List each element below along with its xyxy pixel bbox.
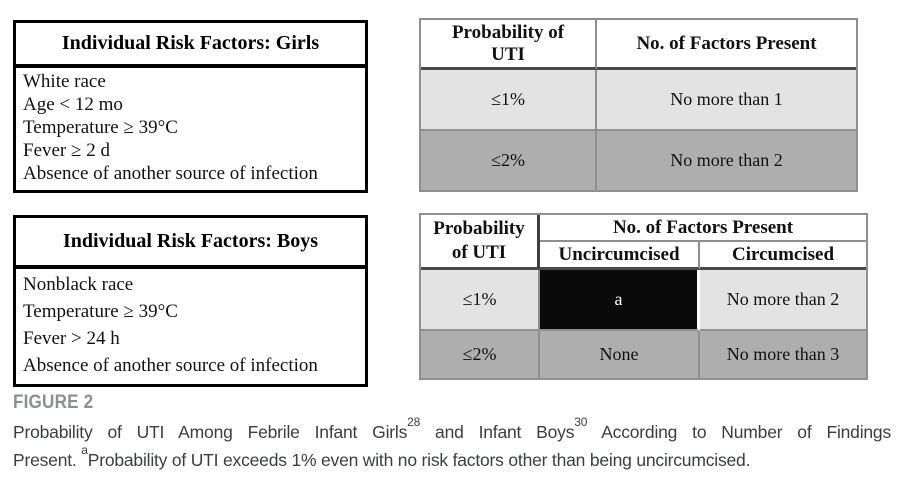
girls-risk-factor: Absence of another source of infection bbox=[23, 163, 318, 184]
boys-prob-row1-probability: ≤1% bbox=[421, 270, 540, 331]
girls-prob-header-probability: Probability of UTI bbox=[421, 20, 597, 70]
girls-prob-row1-factors: No more than 1 bbox=[597, 70, 856, 131]
footnote-superscript-a: a bbox=[81, 443, 88, 458]
girls-risk-factor: Temperature ≥ 39°C bbox=[23, 117, 178, 138]
boys-prob-row2-uncircumcised: None bbox=[540, 331, 700, 378]
girls-risk-table-title: Individual Risk Factors: Girls bbox=[16, 23, 365, 68]
girls-risk-factor: White race bbox=[23, 71, 106, 92]
boys-risk-factor: Absence of another source of infection bbox=[23, 355, 318, 376]
boys-prob-header-circumcised: Circumcised bbox=[700, 242, 866, 270]
girls-prob-header-line1: Probability of bbox=[451, 21, 565, 43]
caption-text-segment: According to Number of Findings bbox=[587, 422, 891, 442]
boys-prob-row2-circumcised: No more than 3 bbox=[700, 331, 866, 378]
girls-prob-header-factors: No. of Factors Present bbox=[597, 20, 856, 70]
boys-prob-header-line2: of UTI bbox=[451, 242, 507, 263]
girls-prob-row2-probability: ≤2% bbox=[421, 131, 597, 190]
caption-text-segment: Probability of UTI exceeds 1% even with … bbox=[87, 450, 751, 470]
boys-prob-header-probability: Probability of UTI bbox=[421, 215, 540, 270]
figure-label: FIGURE 2 bbox=[13, 392, 94, 413]
reference-superscript-30: 30 bbox=[574, 415, 588, 430]
boys-risk-factor: Temperature ≥ 39°C bbox=[23, 301, 178, 322]
girls-prob-row1-probability: ≤1% bbox=[421, 70, 597, 131]
girls-prob-header-line2: UTI bbox=[491, 43, 525, 65]
caption-text-segment: and Infant Boys bbox=[420, 422, 575, 442]
caption-text-segment: Probability of UTI Among Febrile Infant … bbox=[13, 422, 408, 442]
girls-risk-factor-list: White race Age < 12 mo Temperature ≥ 39°… bbox=[16, 68, 365, 190]
boys-risk-factor: Fever > 24 h bbox=[23, 328, 120, 349]
boys-prob-row2-probability: ≤2% bbox=[421, 331, 540, 378]
boys-prob-header-uncircumcised: Uncircumcised bbox=[540, 242, 700, 270]
figure-caption: FIGURE 2 Probability of UTI Among Febril… bbox=[13, 392, 891, 474]
reference-superscript-28: 28 bbox=[407, 415, 421, 430]
boys-risk-table-title: Individual Risk Factors: Boys bbox=[16, 218, 365, 269]
girls-risk-factor: Age < 12 mo bbox=[23, 94, 123, 115]
boys-prob-header-line1: Probability bbox=[433, 218, 525, 240]
girls-prob-row2-factors: No more than 2 bbox=[597, 131, 856, 190]
caption-line-1: Probability of UTI Among Febrile Infant … bbox=[13, 415, 891, 446]
caption-line-2: Present. aProbability of UTI exceeds 1% … bbox=[13, 443, 891, 474]
boys-prob-header-factors-group: No. of Factors Present bbox=[540, 215, 866, 242]
boys-probability-table: Probability of UTI No. of Factors Presen… bbox=[419, 213, 868, 380]
boys-prob-row1-uncircumcised-footnote-cell: a bbox=[540, 270, 700, 331]
girls-risk-factors-table: Individual Risk Factors: Girls White rac… bbox=[13, 20, 368, 193]
girls-probability-table: Probability of UTI No. of Factors Presen… bbox=[419, 18, 858, 192]
boys-risk-factors-table: Individual Risk Factors: Boys Nonblack r… bbox=[13, 215, 368, 387]
girls-risk-factor: Fever ≥ 2 d bbox=[23, 140, 110, 161]
boys-prob-row1-circumcised: No more than 2 bbox=[700, 270, 866, 331]
caption-text-segment: Present. bbox=[13, 450, 82, 470]
boys-risk-factor: Nonblack race bbox=[23, 274, 134, 295]
boys-risk-factor-list: Nonblack race Temperature ≥ 39°C Fever >… bbox=[16, 269, 365, 384]
